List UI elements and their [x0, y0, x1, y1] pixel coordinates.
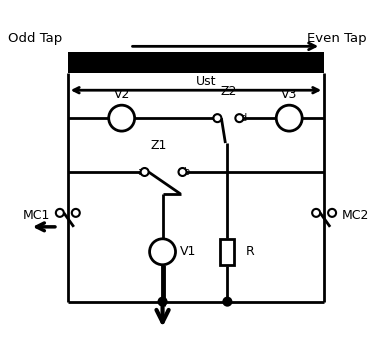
Circle shape: [312, 209, 320, 217]
Circle shape: [235, 114, 243, 122]
Text: MC1: MC1: [23, 209, 50, 222]
Text: R: R: [245, 245, 254, 258]
Text: Ust: Ust: [196, 75, 216, 88]
Text: V1: V1: [179, 245, 196, 258]
Text: MC2: MC2: [342, 209, 370, 222]
Circle shape: [328, 209, 336, 217]
Circle shape: [223, 298, 231, 306]
Text: V2: V2: [114, 88, 130, 101]
Circle shape: [72, 209, 80, 217]
Text: c: c: [211, 113, 217, 123]
Text: V3: V3: [281, 88, 297, 101]
Circle shape: [141, 168, 149, 176]
Text: b: b: [183, 167, 190, 177]
Circle shape: [109, 105, 135, 131]
Text: d: d: [240, 113, 247, 123]
Text: a: a: [138, 167, 144, 177]
Text: Z2: Z2: [220, 85, 237, 98]
Text: Even Tap: Even Tap: [307, 32, 367, 45]
Text: Odd Tap: Odd Tap: [8, 32, 62, 45]
Circle shape: [214, 114, 221, 122]
Bar: [220, 239, 234, 265]
Text: Z1: Z1: [150, 139, 167, 152]
Circle shape: [56, 209, 64, 217]
Circle shape: [150, 239, 176, 265]
Circle shape: [179, 168, 186, 176]
Bar: [68, 52, 324, 73]
Circle shape: [276, 105, 302, 131]
Circle shape: [159, 298, 167, 306]
